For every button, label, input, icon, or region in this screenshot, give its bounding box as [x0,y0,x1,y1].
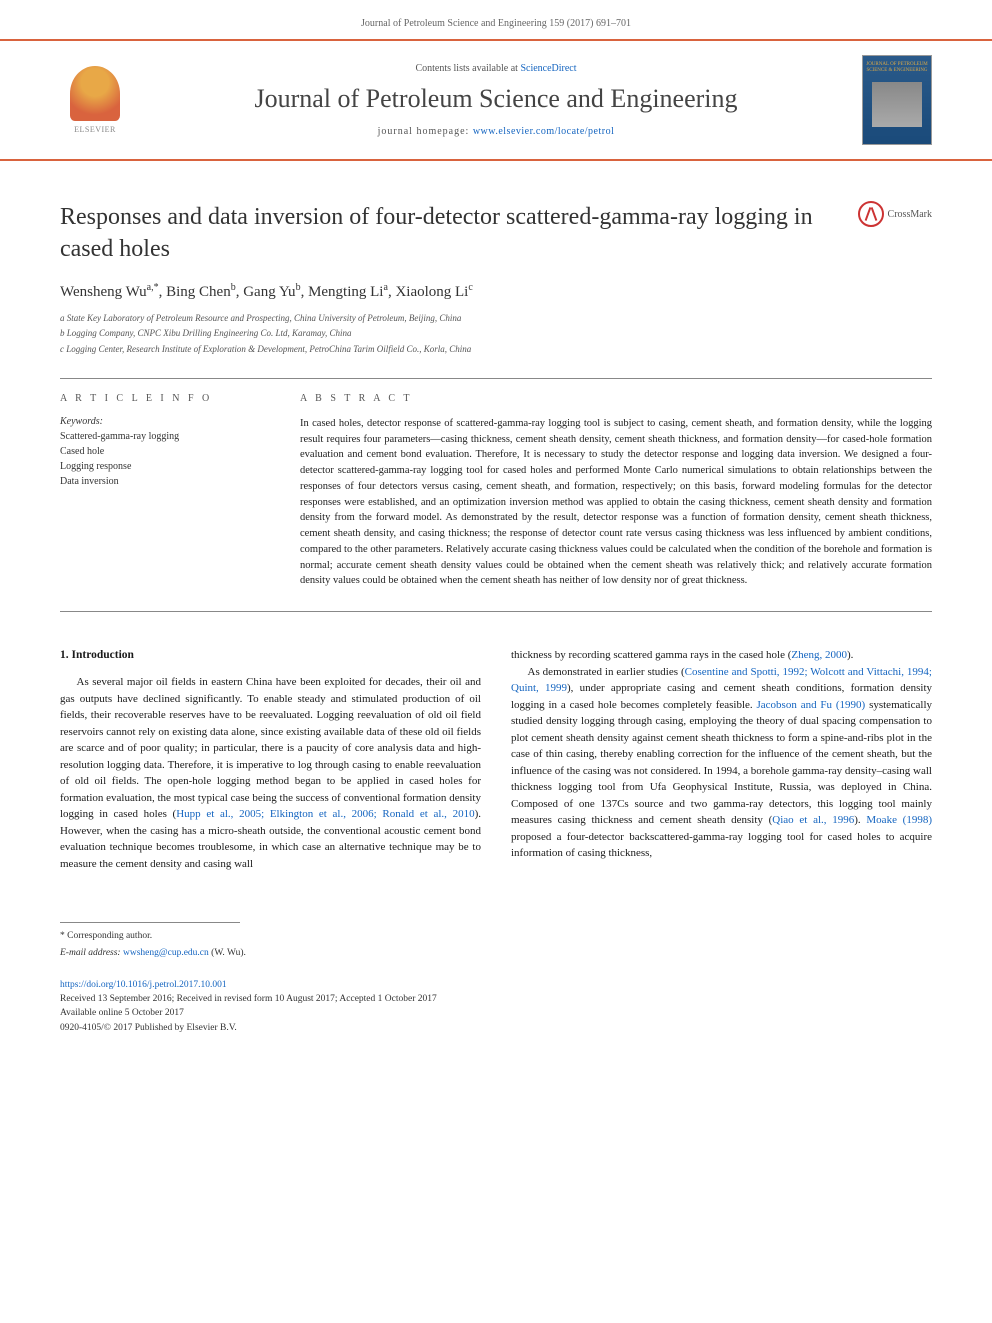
intro-text-3c: systematically studied density logging t… [511,699,932,827]
abstract-column: A B S T R A C T In cased holes, detector… [300,393,932,589]
two-column-body: 1. Introduction As several major oil fie… [60,647,932,872]
elsevier-logo-text: ELSEVIER [74,125,116,134]
intro-text-2b: ). [847,649,853,661]
author-3-sup: b [296,282,301,293]
sciencedirect-link[interactable]: ScienceDirect [520,63,576,74]
copyright-line: 0920-4105/© 2017 Published by Elsevier B… [60,1021,932,1035]
abstract-text: In cased holes, detector response of sca… [300,416,932,589]
doi-link[interactable]: https://doi.org/10.1016/j.petrol.2017.10… [60,980,227,990]
body-column-right: thickness by recording scattered gamma r… [511,647,932,872]
running-header: Journal of Petroleum Science and Enginee… [0,0,992,39]
crossmark-icon [858,201,884,227]
body-column-left: 1. Introduction As several major oil fie… [60,647,481,872]
page-footer: * Corresponding author. E-mail address: … [0,922,992,1065]
citation-hupp[interactable]: Hupp et al., 2005; Elkington et al., 200… [176,808,474,820]
homepage-line: journal homepage: www.elsevier.com/locat… [150,126,842,137]
intro-text-3a: As demonstrated in earlier studies ( [528,666,685,678]
keyword-2: Logging response [60,459,260,474]
keywords-label: Keywords: [60,416,260,427]
email-line: E-mail address: wwsheng@cup.edu.cn (W. W… [60,946,932,960]
corresponding-author: * Corresponding author. [60,929,932,943]
keywords-list: Scattered-gamma-ray logging Cased hole L… [60,429,260,489]
footer-divider [60,922,240,923]
email-suffix: (W. Wu). [209,948,246,958]
divider [60,378,932,379]
keyword-0: Scattered-gamma-ray logging [60,429,260,444]
author-4-sup: a [383,282,387,293]
email-label: E-mail address: [60,948,123,958]
article-body: Responses and data inversion of four-det… [0,161,992,892]
keyword-3: Data inversion [60,474,260,489]
cover-thumb-image [872,82,922,127]
author-1-sup: a,* [147,282,159,293]
divider [60,611,932,612]
received-line: Received 13 September 2016; Received in … [60,992,932,1006]
journal-banner: ELSEVIER Contents lists available at Sci… [0,39,992,161]
available-line: Available online 5 October 2017 [60,1006,932,1020]
citation-qiao[interactable]: Qiao et al., 1996 [772,814,854,826]
homepage-prefix: journal homepage: [378,126,473,137]
elsevier-tree-icon [70,66,120,121]
author-1: Wensheng Wu [60,284,147,300]
title-row: Responses and data inversion of four-det… [60,201,932,266]
crossmark-widget[interactable]: CrossMark [858,201,932,227]
article-title: Responses and data inversion of four-det… [60,201,838,266]
author-4: Mengting Li [308,284,383,300]
banner-center: Contents lists available at ScienceDirec… [150,63,842,137]
affiliation-a: a State Key Laboratory of Petroleum Reso… [60,311,932,325]
crossmark-label: CrossMark [888,209,932,220]
author-2: Bing Chen [166,284,231,300]
email-link[interactable]: wwsheng@cup.edu.cn [123,948,209,958]
contents-prefix: Contents lists available at [415,63,520,74]
intro-heading: 1. Introduction [60,647,481,664]
authors-line: Wensheng Wua,*, Bing Chenb, Gang Yub, Me… [60,282,932,301]
affiliations: a State Key Laboratory of Petroleum Reso… [60,311,932,356]
journal-cover-thumbnail: JOURNAL OF PETROLEUM SCIENCE & ENGINEERI… [862,55,932,145]
abstract-label: A B S T R A C T [300,393,932,404]
citation-zheng[interactable]: Zheng, 2000 [791,649,847,661]
keyword-1: Cased hole [60,444,260,459]
cover-thumb-title: JOURNAL OF PETROLEUM SCIENCE & ENGINEERI… [866,62,928,74]
intro-text-2a: thickness by recording scattered gamma r… [511,649,791,661]
affiliation-c: c Logging Center, Research Institute of … [60,342,932,356]
contents-line: Contents lists available at ScienceDirec… [150,63,842,74]
journal-name: Journal of Petroleum Science and Enginee… [150,84,842,114]
info-abstract-row: A R T I C L E I N F O Keywords: Scattere… [60,393,932,589]
intro-paragraph-1-cont: thickness by recording scattered gamma r… [511,647,932,664]
intro-paragraph-1: As several major oil fields in eastern C… [60,674,481,872]
intro-text-1a: As several major oil fields in eastern C… [60,676,481,820]
article-info-label: A R T I C L E I N F O [60,393,260,404]
citation-jacobson[interactable]: Jacobson and Fu (1990) [757,699,866,711]
doi-block: https://doi.org/10.1016/j.petrol.2017.10… [60,978,932,1035]
citation-moake[interactable]: Moake (1998) [866,814,932,826]
author-2-sup: b [231,282,236,293]
article-info-column: A R T I C L E I N F O Keywords: Scattere… [60,393,260,589]
intro-paragraph-2: As demonstrated in earlier studies (Cose… [511,664,932,862]
author-5: Xiaolong Li [395,284,468,300]
intro-text-3d: ). [854,814,866,826]
elsevier-logo: ELSEVIER [60,60,130,140]
intro-text-3e: proposed a four-detector backscattered-g… [511,831,932,860]
affiliation-b: b Logging Company, CNPC Xibu Drilling En… [60,326,932,340]
author-5-sup: c [468,282,472,293]
homepage-link[interactable]: www.elsevier.com/locate/petrol [473,126,615,137]
author-3: Gang Yu [243,284,295,300]
